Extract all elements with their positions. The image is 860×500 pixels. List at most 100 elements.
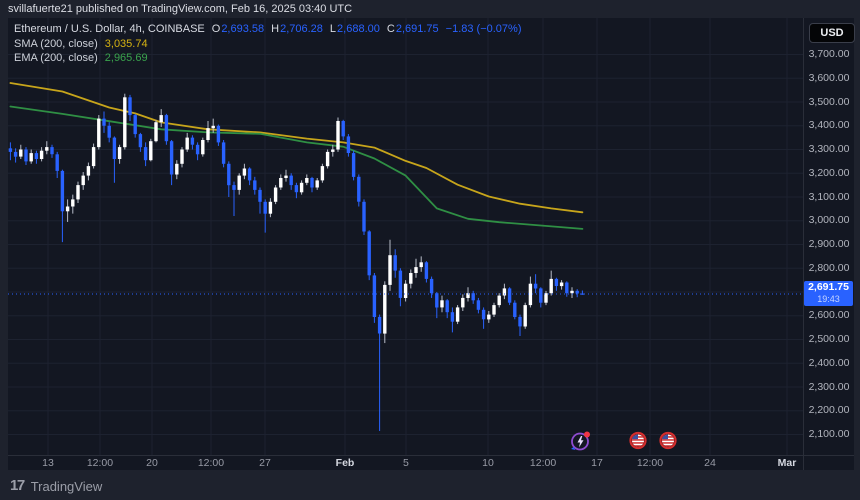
candle-down: [195, 144, 200, 155]
candle-down: [429, 278, 434, 294]
time-axis[interactable]: 13 12:00 20 12:00 27 Feb 5 10 12:00 17 12:00 24 Mar: [8, 456, 854, 470]
time-axis-label: Feb: [335, 457, 355, 469]
candle-up: [117, 147, 122, 159]
candle-down: [34, 153, 39, 159]
economic-event-us-flag-icon[interactable]: [659, 431, 678, 455]
ema-line: [9, 105, 584, 230]
candle-down: [258, 189, 262, 202]
economic-event-flash-icon[interactable]: [570, 430, 592, 457]
high-value: 2,706.28: [280, 23, 323, 35]
price-axis-label: 3,000.00: [808, 214, 850, 227]
candle-down: [476, 300, 481, 310]
low-value: 2,688.00: [337, 23, 380, 35]
candle-up: [45, 147, 49, 151]
candle-up: [497, 295, 501, 306]
candle-down: [393, 255, 397, 271]
price-axis[interactable]: 3,700.00 3,600.00 3,500.00 3,400.00 3,300.00…: [804, 18, 854, 455]
candle-down: [60, 170, 65, 212]
legend-sma-row: SMA (200, close) 3,035.74: [14, 37, 522, 52]
currency-toggle-button[interactable]: USD: [809, 23, 855, 43]
candle-up: [502, 288, 507, 296]
candle-down: [216, 125, 221, 143]
time-axis-label: 24: [704, 457, 716, 469]
tradingview-brand-text[interactable]: TradingView: [30, 478, 103, 494]
price-axis-label: 3,200.00: [808, 166, 850, 179]
candle-down: [351, 153, 356, 177]
candle-up: [403, 283, 408, 298]
candle-down: [24, 149, 28, 162]
candle-up: [76, 185, 80, 200]
candle-down: [247, 168, 252, 181]
low-label: L: [329, 23, 337, 35]
candle-up: [39, 150, 44, 159]
candle-up: [523, 305, 527, 327]
candle-up: [71, 199, 75, 207]
candle-down: [424, 262, 429, 279]
candle-down: [341, 121, 345, 137]
candle-down: [533, 283, 538, 289]
candle-down: [107, 125, 111, 138]
candle-up: [336, 121, 340, 150]
close-value: 2,691.75: [395, 23, 439, 35]
candle-up: [159, 115, 163, 123]
time-axis-label: 27: [259, 457, 271, 469]
candle-up: [414, 267, 418, 273]
candle-up: [91, 147, 96, 167]
high-label: H: [271, 23, 280, 35]
footer-brand[interactable]: 17 TradingView: [10, 476, 102, 496]
candle-down: [55, 154, 59, 171]
candle-down: [50, 147, 54, 155]
candle-down: [362, 201, 366, 232]
time-axis-label: 13: [42, 457, 54, 469]
candle-down: [580, 293, 585, 295]
candle-down: [372, 275, 377, 317]
time-axis-label: 12:00: [529, 457, 557, 469]
candle-up: [544, 293, 548, 303]
legend-ema-row: EMA (200, close) 2,965.69: [14, 51, 522, 66]
candle-up: [315, 180, 319, 188]
open-value: 2,693.58: [221, 23, 265, 35]
candle-down: [398, 270, 403, 298]
candle-up: [185, 137, 189, 150]
time-axis-label: 10: [482, 457, 494, 469]
current-price-tag: 2,691.75 19:43: [804, 281, 853, 307]
candle-down: [575, 290, 579, 294]
economic-event-us-flag-icon[interactable]: [629, 431, 648, 455]
candle-up: [19, 149, 23, 157]
candle-down: [143, 147, 148, 161]
candle-down: [138, 134, 143, 148]
price-axis-label: 3,100.00: [808, 190, 850, 203]
sma-line: [9, 82, 584, 214]
candle-up: [180, 149, 184, 164]
candle-up: [320, 166, 325, 181]
sma-value: 3,035.74: [104, 37, 148, 50]
price-axis-label: 2,600.00: [808, 309, 850, 322]
candle-down: [294, 185, 299, 193]
tradingview-logo-icon[interactable]: 17: [10, 477, 25, 494]
bar-countdown: 19:43: [817, 294, 840, 305]
candle-up: [206, 128, 210, 140]
candlestick-chart[interactable]: [8, 18, 854, 470]
candle-down: [253, 180, 257, 190]
chart-container[interactable]: Ethereum / U.S. Dollar, 4h, COINBASE O2,6…: [8, 18, 855, 470]
candle-down: [346, 136, 351, 153]
ema-label: EMA (200, close): [14, 52, 98, 64]
candle-up: [455, 307, 460, 322]
candle-up: [388, 255, 392, 285]
candle-down: [190, 137, 195, 145]
candle-up: [559, 282, 564, 287]
candle-down: [232, 185, 236, 190]
candle-down: [554, 278, 559, 286]
time-axis-label: 12:00: [636, 457, 664, 469]
time-axis-label: 5: [403, 457, 409, 469]
candle-down: [539, 288, 543, 303]
candle-up: [549, 278, 553, 294]
candle-down: [507, 288, 512, 303]
candle-down: [13, 151, 18, 157]
time-axis-label: 20: [146, 457, 158, 469]
candle-up: [149, 141, 153, 161]
candle-up: [466, 293, 470, 298]
candle-down: [128, 97, 132, 116]
symbol-title: Ethereum / U.S. Dollar, 4h, COINBASE: [14, 23, 205, 35]
candle-up: [201, 140, 205, 155]
